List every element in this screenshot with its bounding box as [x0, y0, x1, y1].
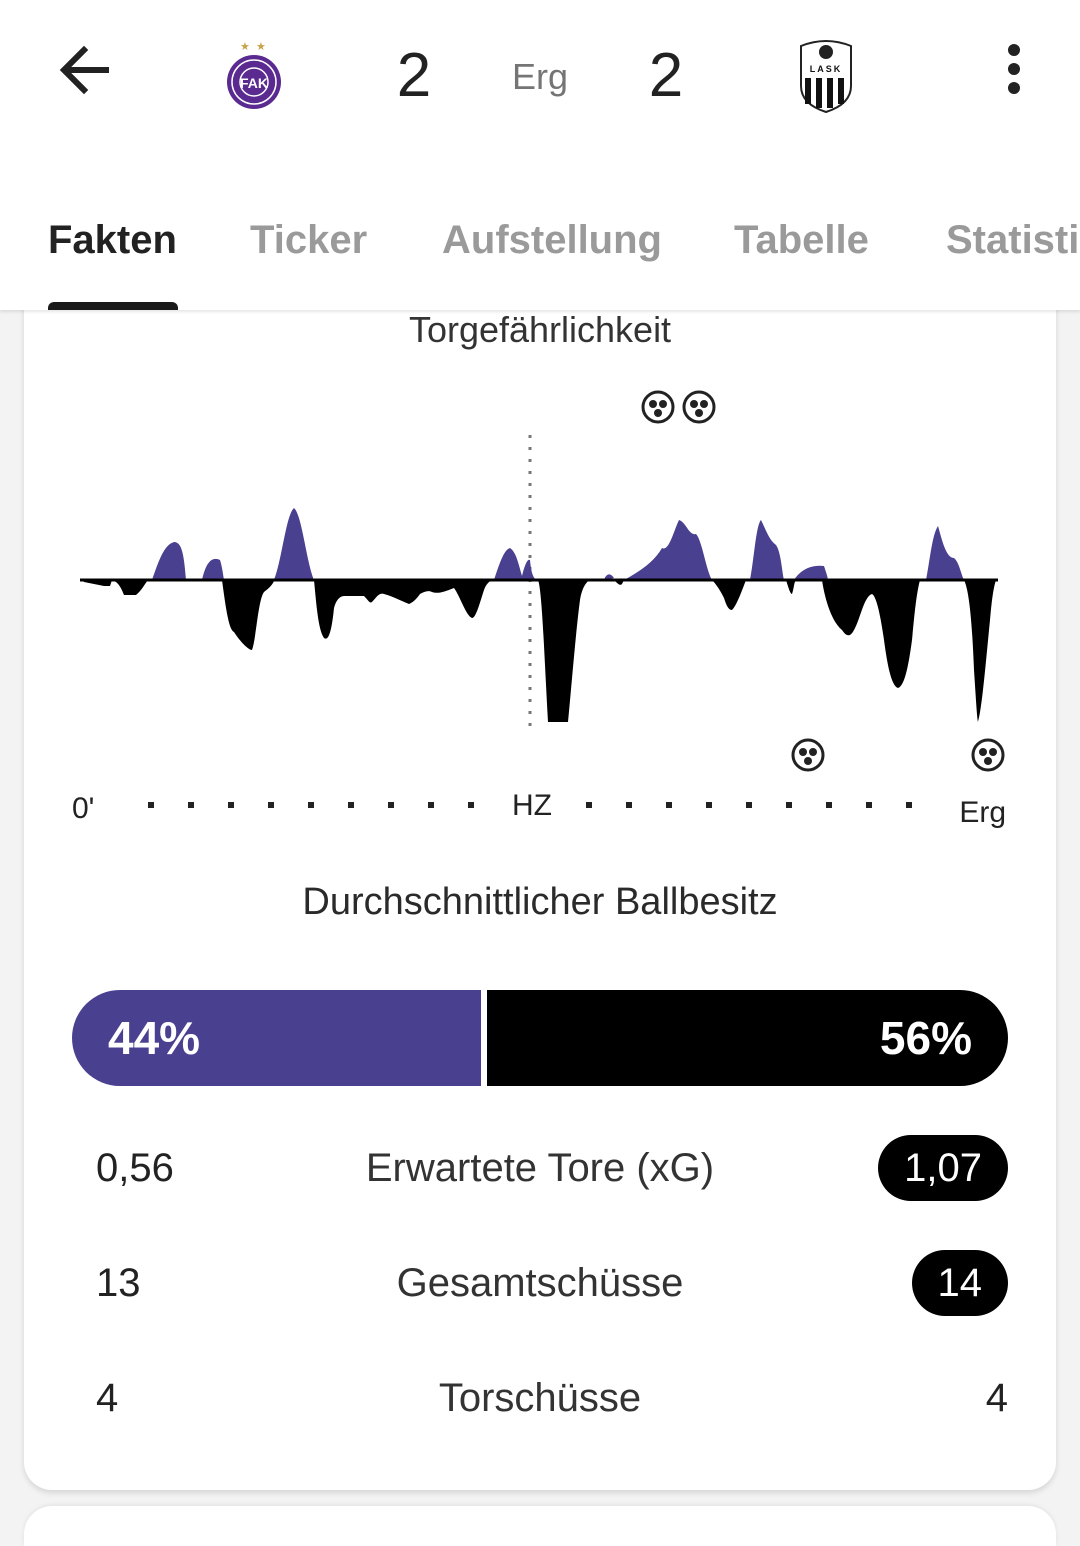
- facts-card: Torgefährlichkeit 0' HZ Erg: [24, 290, 1056, 1490]
- possession-bar: 44% 56%: [72, 990, 1008, 1086]
- next-card: [24, 1506, 1056, 1546]
- tab-aufstellung[interactable]: Aufstellung: [442, 218, 662, 262]
- away-goal-icon: [971, 738, 1005, 772]
- stat-home-value: 0,56: [96, 1146, 174, 1190]
- stat-row-shots-on-target: 4 Torschüsse 4: [24, 1363, 1056, 1433]
- stat-away-value: 4: [985, 1376, 1008, 1420]
- tab-bar: Fakten Ticker Aufstellung Tabelle Statis…: [0, 210, 1080, 270]
- tab-tabelle[interactable]: Tabelle: [734, 218, 869, 262]
- stat-away-value: 14: [911, 1250, 1008, 1316]
- home-team-logo[interactable]: ★ ★ FAK: [222, 38, 286, 112]
- svg-text:★: ★: [240, 40, 250, 53]
- stat-label: Gesamtschüsse: [396, 1261, 684, 1305]
- home-goal-icon: [641, 390, 675, 424]
- axis-label-start: 0': [72, 792, 94, 825]
- away-team-logo[interactable]: LASK: [797, 38, 855, 114]
- active-tab-indicator: [48, 302, 178, 310]
- stat-label: Erwartete Tore (xG): [365, 1146, 715, 1190]
- match-status: Erg: [511, 56, 569, 97]
- away-goal-icon: [791, 738, 825, 772]
- possession-title: Durchschnittlicher Ballbesitz: [302, 881, 778, 923]
- tab-fakten[interactable]: Fakten: [48, 218, 177, 262]
- svg-text:LASK: LASK: [810, 64, 843, 74]
- axis-label-halftime: HZ: [512, 789, 552, 822]
- match-header: ★ ★ FAK 2 Erg 2 LASK Fakten Ticker Aufst…: [0, 0, 1080, 310]
- axis-label-end: Erg: [959, 796, 1006, 829]
- tab-statistik[interactable]: Statistik: [946, 218, 1080, 262]
- tab-ticker[interactable]: Ticker: [250, 218, 368, 262]
- stat-home-value: 4: [96, 1376, 119, 1420]
- away-momentum-area: [82, 580, 996, 722]
- more-vert-icon[interactable]: [994, 40, 1034, 100]
- momentum-title: Torgefährlichkeit: [408, 309, 672, 350]
- svg-text:★: ★: [256, 40, 266, 53]
- svg-text:FAK: FAK: [240, 75, 268, 91]
- possession-away-label: 56%: [879, 1012, 972, 1064]
- home-score: 2: [396, 41, 432, 110]
- possession-home-label: 44%: [108, 1012, 201, 1064]
- axis-dots: [148, 802, 912, 808]
- momentum-chart: 0' HZ Erg: [72, 390, 1006, 829]
- possession-home-segment: 44%: [72, 990, 481, 1086]
- stat-home-value: 13: [96, 1261, 141, 1305]
- away-score: 2: [648, 41, 684, 110]
- stat-row-xg: 0,56 Erwartete Tore (xG) 1,07: [24, 1133, 1056, 1203]
- stat-row-total-shots: 13 Gesamtschüsse 14: [24, 1248, 1056, 1318]
- stat-away-value: 1,07: [878, 1135, 1008, 1201]
- stat-label: Torschüsse: [438, 1376, 642, 1420]
- possession-away-segment: 56%: [487, 990, 1008, 1086]
- home-goal-icon: [682, 390, 716, 424]
- home-momentum-area: [152, 508, 964, 580]
- arrow-left-icon[interactable]: [54, 40, 114, 100]
